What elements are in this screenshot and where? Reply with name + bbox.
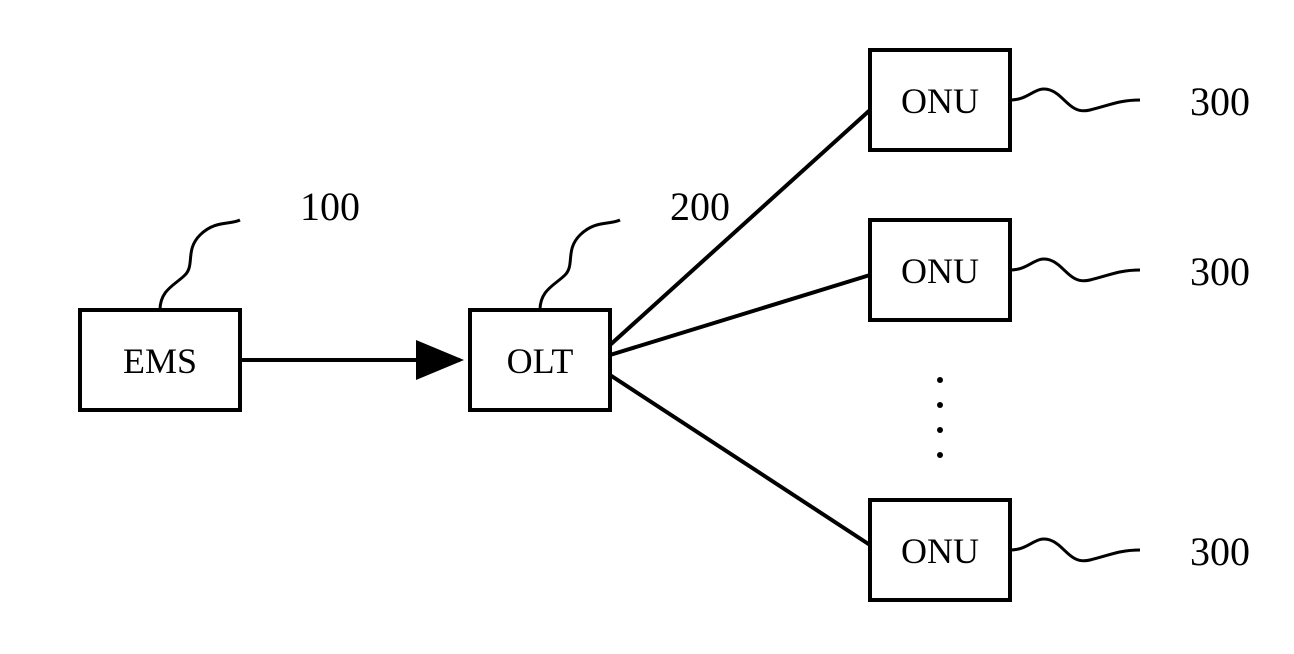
onu3-node: ONU (870, 500, 1010, 600)
ref-onu3-label: 300 (1190, 529, 1250, 574)
ref-olt: 200 (540, 184, 730, 310)
edge-olt-onu3 (610, 375, 870, 545)
onu2-label: ONU (901, 251, 979, 291)
squiggle-ems (160, 220, 240, 310)
edge-olt-onu2 (610, 275, 870, 355)
edge-olt-onu1 (610, 110, 870, 345)
onu2-node: ONU (870, 220, 1010, 320)
ref-ems-label: 100 (300, 184, 360, 229)
ref-ems: 100 (160, 184, 360, 310)
ref-onu2-label: 300 (1190, 249, 1250, 294)
ref-onu1: 300 (1010, 79, 1250, 124)
onu1-node: ONU (870, 50, 1010, 150)
onu1-label: ONU (901, 81, 979, 121)
ref-olt-label: 200 (670, 184, 730, 229)
ellipsis-dots (937, 377, 943, 458)
squiggle-olt (540, 220, 620, 310)
olt-node: OLT (470, 310, 610, 410)
squiggle-onu1 (1010, 89, 1140, 111)
ems-label: EMS (123, 341, 197, 381)
olt-label: OLT (507, 341, 574, 381)
ems-node: EMS (80, 310, 240, 410)
ref-onu3: 300 (1010, 529, 1250, 574)
ref-onu1-label: 300 (1190, 79, 1250, 124)
onu3-label: ONU (901, 531, 979, 571)
diagram-canvas: EMS OLT ONU ONU ONU 100 200 (0, 0, 1294, 654)
squiggle-onu2 (1010, 259, 1140, 281)
ref-onu2: 300 (1010, 249, 1250, 294)
squiggle-onu3 (1010, 539, 1140, 561)
